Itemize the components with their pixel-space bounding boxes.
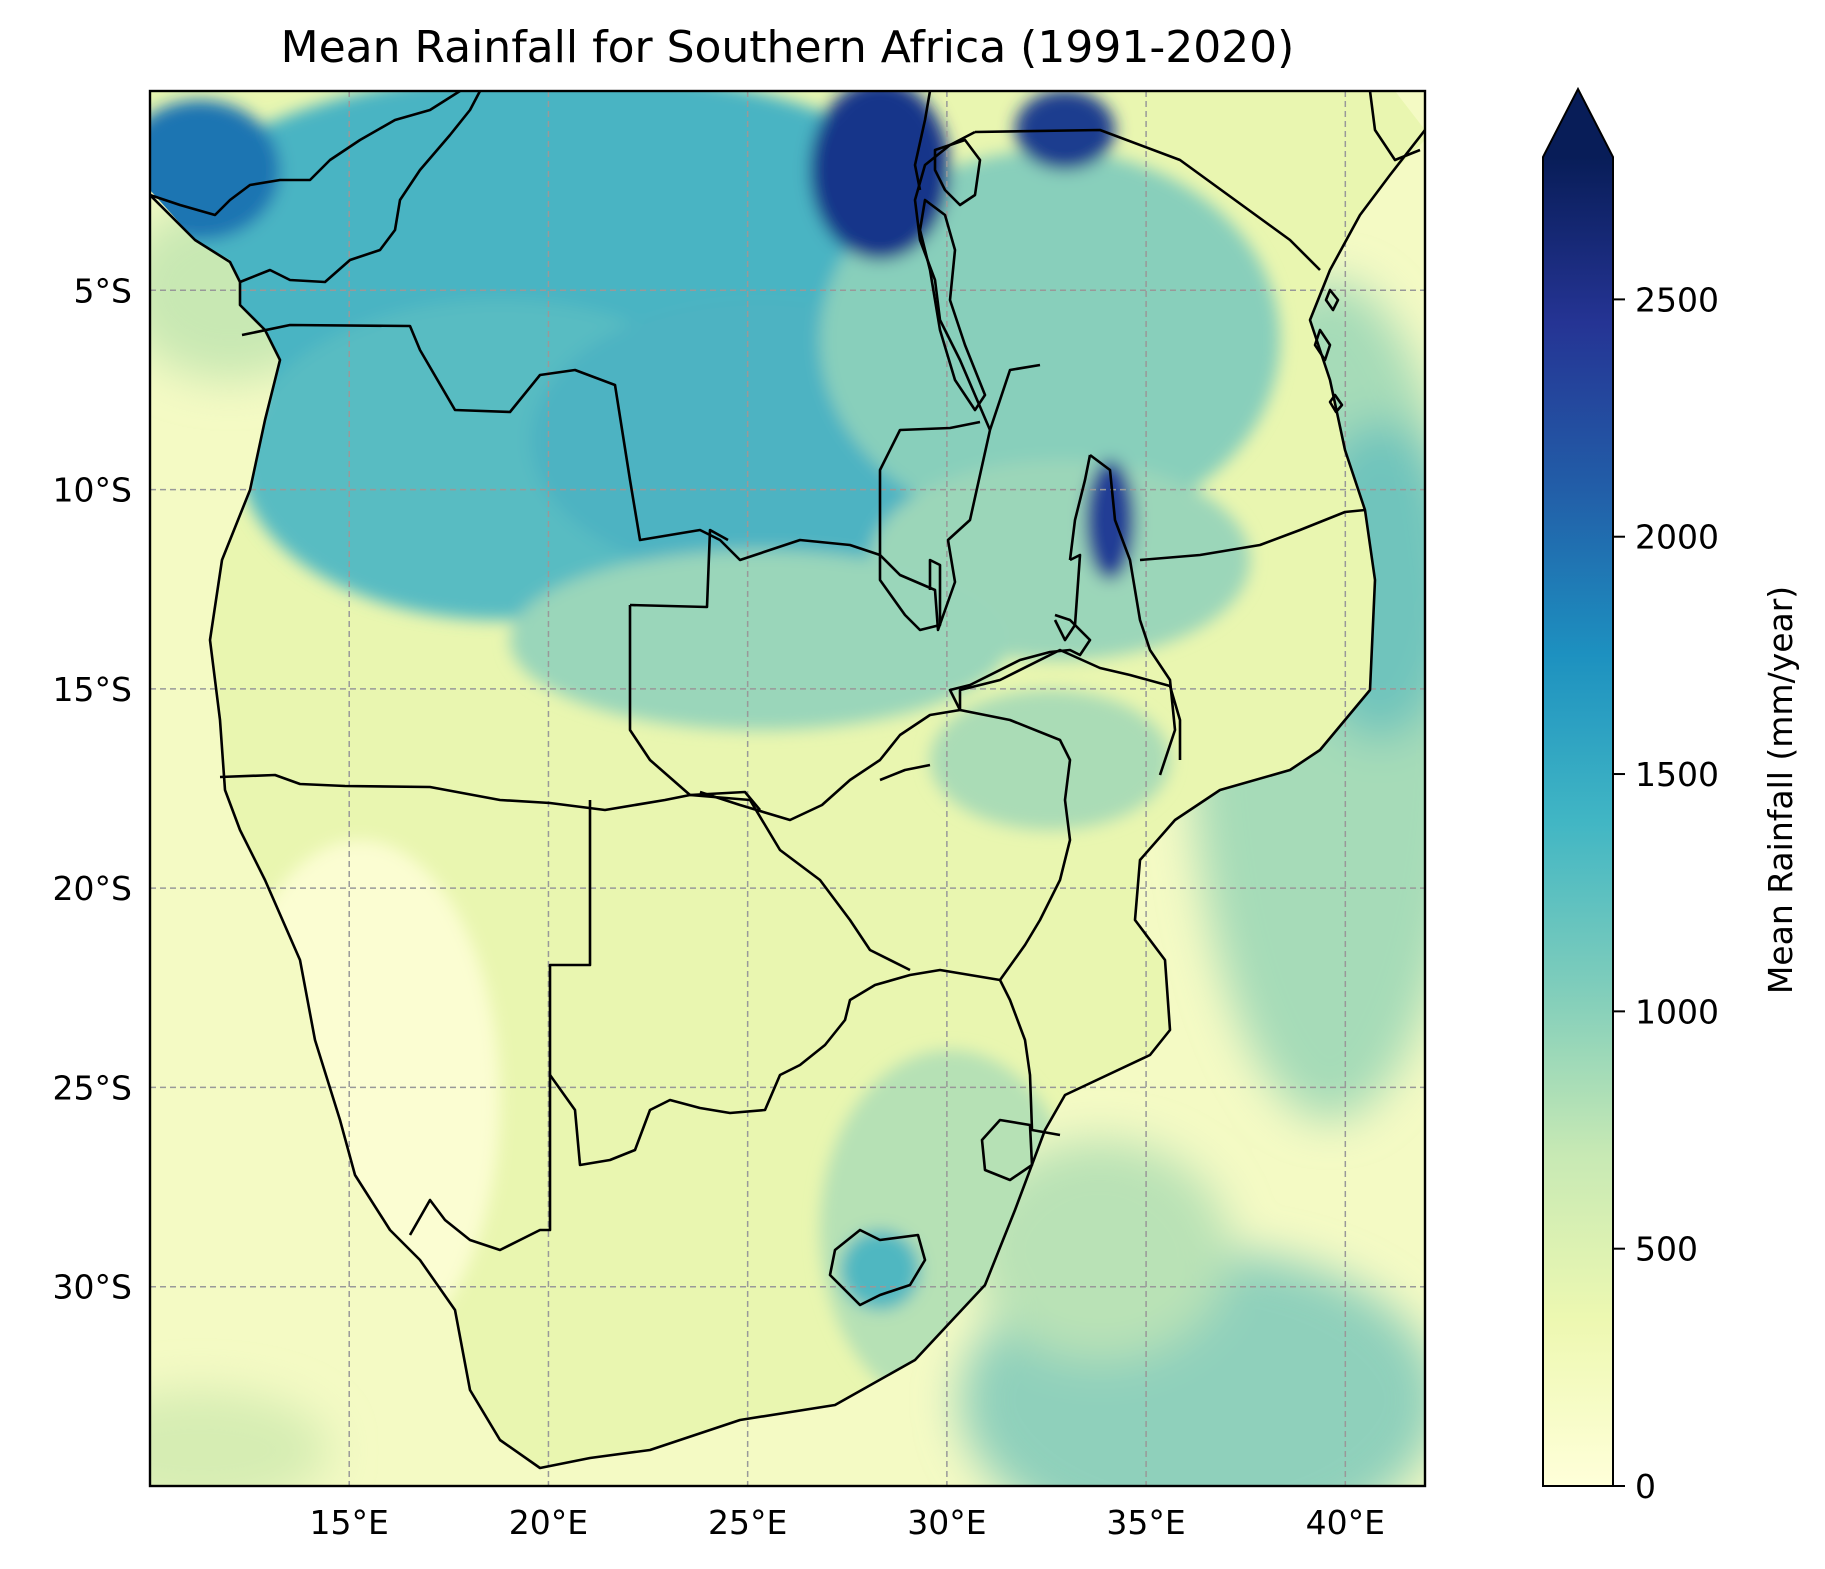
lake-victoria-edge xyxy=(933,138,982,207)
border-malawi-west xyxy=(1068,454,1092,561)
colorbar: 0 500 1000 1500 2000 2500 Mean Rainfall (mm/y… xyxy=(1542,86,1800,1506)
land-wet-regions xyxy=(150,91,1280,1410)
land-rainfall-field xyxy=(150,91,1425,1468)
border-congo xyxy=(150,91,461,217)
colorbar-tick-label: 2500 xyxy=(1635,280,1719,319)
border-tanzania-north xyxy=(974,128,1321,271)
colorbar-outline xyxy=(1542,86,1614,1487)
colorbar-tick-label: 1000 xyxy=(1635,992,1719,1031)
border-zambia xyxy=(699,613,1092,822)
y-tick-label: 10°S xyxy=(53,471,132,510)
y-tick-label: 20°S xyxy=(53,869,132,908)
border-zimbabwe-mozambique xyxy=(959,708,1072,981)
border-botswana-sa xyxy=(548,968,1001,1167)
x-tick-label: 25°E xyxy=(708,1503,787,1542)
colorbar-tick-label: 500 xyxy=(1635,1230,1698,1269)
country-borders xyxy=(150,91,1425,1470)
border-lesotho xyxy=(828,1228,927,1307)
border-zambia-malawi xyxy=(1053,553,1082,642)
y-tick-label: 5°S xyxy=(74,271,132,310)
border-angola-zambia-2 xyxy=(628,605,691,796)
mafia xyxy=(1328,393,1344,414)
border-namibia-botswana xyxy=(408,822,592,1252)
border-zambia-drc xyxy=(878,420,981,632)
y-axis-tick-labels: 5°S 10°S 15°S 20°S 25°S 30°S xyxy=(53,271,132,1306)
colorbar-tick-label: 1500 xyxy=(1635,755,1719,794)
map-gridlines xyxy=(150,91,1425,1486)
x-tick-label: 40°E xyxy=(1306,1503,1385,1542)
border-angola-zambia xyxy=(629,528,729,609)
colorbar-tick-label: 2000 xyxy=(1635,518,1719,557)
x-tick-label: 20°E xyxy=(509,1503,588,1542)
colorbar-ticks: 0 500 1000 1500 2000 2500 xyxy=(1613,280,1719,1506)
x-tick-label: 30°E xyxy=(907,1503,986,1542)
border-sa-mozambique xyxy=(998,979,1061,1137)
map-frame xyxy=(148,89,1427,1488)
border-botswana-zimbabwe xyxy=(689,793,911,972)
coastline xyxy=(150,129,1425,1470)
border-uganda-kenya xyxy=(1368,91,1421,162)
colorbar-label: Mean Rainfall (mm/year) xyxy=(1761,586,1800,994)
y-tick-label: 15°S xyxy=(53,670,132,709)
lake-tanganyika xyxy=(918,198,987,412)
y-tick-label: 25°S xyxy=(53,1068,132,1107)
zambezi-edge xyxy=(879,763,931,782)
pemba xyxy=(1324,288,1340,312)
border-tanzania-south xyxy=(1139,508,1366,562)
colorbar-tick-label: 0 xyxy=(1635,1467,1656,1506)
colorbar-scale xyxy=(1543,157,1613,1486)
zanzibar xyxy=(1313,328,1332,362)
border-congo-2 xyxy=(239,91,482,284)
x-tick-label: 35°E xyxy=(1106,1503,1185,1542)
chart-title: Mean Rainfall for Southern Africa (1991-… xyxy=(280,22,1295,73)
x-axis-tick-labels: 15°E 20°E 25°E 30°E 35°E 40°E xyxy=(310,1503,1385,1542)
border-zimbabwe-mozambique-north xyxy=(958,648,1182,760)
y-tick-label: 30°S xyxy=(53,1268,132,1307)
border-eswatini xyxy=(980,1118,1034,1182)
border-malawi xyxy=(1089,453,1177,776)
colorbar-extend-arrow xyxy=(1543,89,1613,157)
border-drc-uganda xyxy=(913,91,932,191)
map-panel xyxy=(150,91,1425,1486)
x-tick-label: 15°E xyxy=(310,1503,389,1542)
border-angola-drc xyxy=(241,323,1041,632)
